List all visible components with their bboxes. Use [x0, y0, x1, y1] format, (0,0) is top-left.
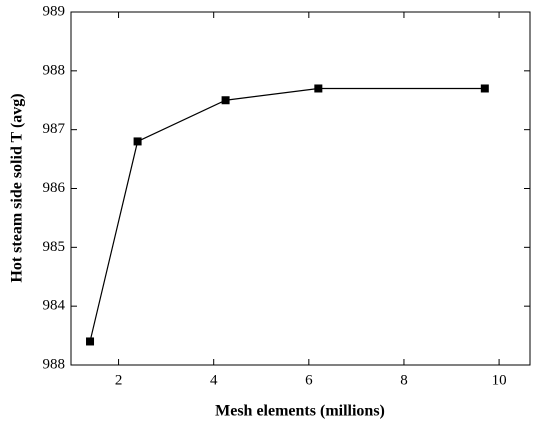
x-axis-label: Mesh elements (millions) — [215, 403, 385, 420]
x-tick-label: 6 — [305, 372, 313, 388]
y-tick-label: 988 — [43, 62, 66, 78]
y-tick-label: 989 — [43, 3, 66, 19]
y-tick-label: 988 — [43, 356, 66, 372]
data-point — [86, 337, 95, 346]
y-tick-label: 986 — [43, 180, 66, 196]
x-tick-label: 4 — [210, 372, 218, 388]
y-tick-label: 985 — [43, 239, 66, 255]
data-point — [314, 84, 323, 93]
x-tick-label: 2 — [115, 372, 123, 388]
y-tick-label: 987 — [43, 121, 66, 137]
series-line — [89, 87, 485, 342]
data-point — [480, 84, 489, 93]
y-axis-label: Hot steam side solid T (avg) — [9, 93, 26, 282]
data-point — [221, 96, 230, 105]
y-tick-label: 984 — [43, 298, 66, 314]
x-tick-label: 8 — [400, 372, 408, 388]
plot-frame — [70, 11, 531, 366]
data-point — [133, 137, 142, 146]
x-tick-label: 10 — [492, 372, 507, 388]
